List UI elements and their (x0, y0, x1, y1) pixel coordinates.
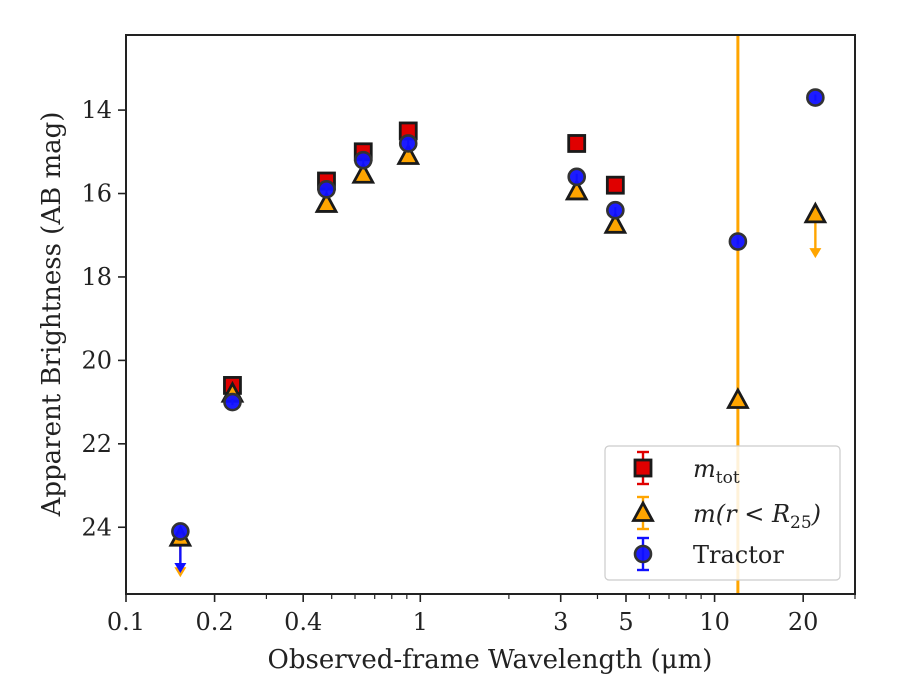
legend-circle-marker (633, 544, 653, 564)
x-tick-label: 0.2 (196, 608, 234, 636)
x-tick-label: 10 (699, 608, 730, 636)
x-tick-label: 0.4 (284, 608, 322, 636)
x-tick-label: 5 (618, 608, 633, 636)
plot-frame (125, 34, 856, 595)
x-tick-label: 20 (788, 608, 819, 636)
x-axis: 0.1 0.2 0.4 1 3 5 10 20 (107, 594, 856, 636)
legend-triangle-marker (631, 500, 655, 522)
x-axis-label: Observed-frame Wavelength (μm) (268, 645, 713, 675)
y-tick-label: 24 (81, 513, 112, 541)
legend-label-tractor: Tractor (693, 541, 784, 569)
y-tick-label: 16 (81, 180, 112, 208)
y-tick-label: 14 (81, 96, 112, 124)
legend-square-marker (633, 458, 653, 478)
x-tick-label: 0.1 (107, 608, 145, 636)
y-tick-label: 18 (81, 263, 112, 291)
legend-box (604, 445, 841, 581)
legend-label-mr25: m(r < R25) (693, 500, 821, 533)
chart-marks (168, 35, 828, 594)
y-tick-label: 22 (81, 430, 112, 458)
x-tick-label: 3 (553, 608, 568, 636)
y-axis-label: Apparent Brightness (AB mag) (37, 112, 67, 518)
x-tick-label: 1 (413, 608, 428, 636)
y-tick-label: 20 (81, 346, 112, 374)
legend-label-mtot: mtot (693, 455, 740, 488)
upper-limit-arrow-head (809, 248, 822, 259)
upper-limit-arrow-head (174, 563, 187, 574)
legend: mtot m(r < R25) Tractor (604, 445, 841, 581)
legend-markers (631, 450, 655, 572)
y-axis: 14 16 18 20 22 24 (81, 96, 126, 541)
